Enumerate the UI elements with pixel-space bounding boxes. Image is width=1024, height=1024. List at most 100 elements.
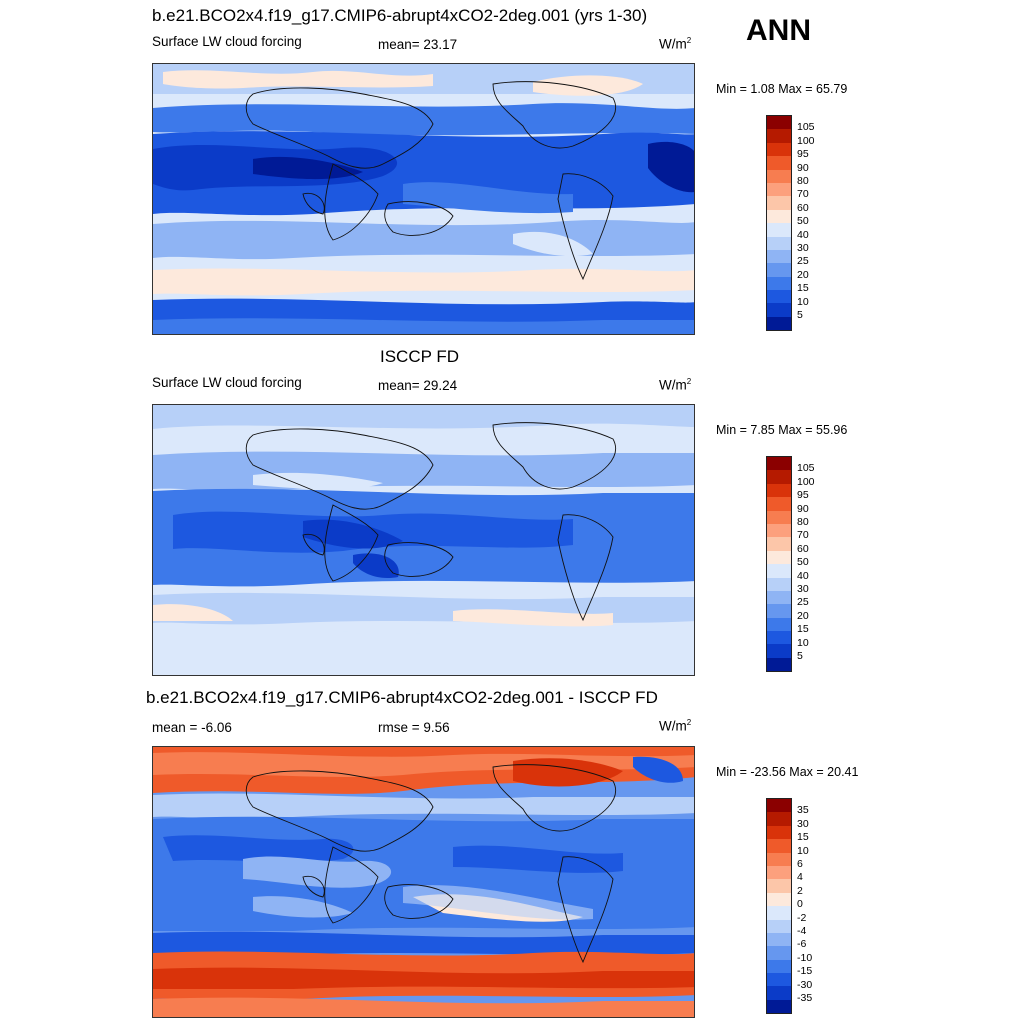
panel-1-map [152,63,695,335]
panel-1-colorbar-swatches [766,115,792,332]
panel-2-map-field [153,405,694,675]
colorbar-swatch [767,865,791,880]
colorbar-swatch [767,457,791,471]
panel-3-title: b.e21.BCO2x4.f19_g17.CMIP6-abrupt4xCO2-2… [146,688,658,707]
colorbar-label: -35 [797,992,813,1004]
panel-3-units: W/m2 [659,718,692,734]
colorbar-swatch [767,644,791,658]
colorbar-swatch [767,129,791,143]
colorbar-label: 10 [797,844,809,857]
colorbar-swatch [767,483,791,498]
colorbar-label: 80 [797,175,809,187]
panel-3-rmse: rmse = 9.56 [378,720,450,735]
colorbar-swatch [767,236,791,250]
colorbar-swatch [767,290,791,304]
colorbar-label: 60 [797,201,809,214]
colorbar-swatch [767,906,791,920]
panel-1-mean: mean= 23.17 [378,37,458,52]
season-label: ANN [746,14,811,47]
colorbar-swatch [767,564,791,578]
colorbar-label: 50 [797,215,809,228]
panel-1-title: b.e21.BCO2x4.f19_g17.CMIP6-abrupt4xCO2-2… [152,6,648,25]
colorbar-swatch [767,631,791,645]
panel-2-map [152,404,695,676]
colorbar-label: 70 [797,188,809,201]
colorbar-swatch [767,156,791,170]
colorbar-label: 30 [797,583,809,595]
colorbar-swatch [767,590,791,605]
colorbar-swatch [767,657,791,672]
panel-3-map-field [153,747,694,1017]
colorbar-label: 15 [797,831,809,844]
colorbar-label: 80 [797,516,809,528]
colorbar-swatch [767,604,791,618]
panel-2-mean: mean= 29.24 [378,378,458,393]
colorbar-label: 40 [797,228,809,241]
colorbar-swatch [767,617,791,632]
colorbar-label: 10 [797,636,809,649]
colorbar-swatch [767,799,791,813]
colorbar-swatch [767,249,791,264]
colorbar-label: -15 [797,965,813,978]
colorbar-label: 0 [797,898,803,911]
colorbar-label: 2 [797,884,803,897]
colorbar-label: 60 [797,542,809,555]
panel-1-variable: Surface LW cloud forcing [152,34,302,49]
panel-3-map [152,746,695,1018]
colorbar-swatch [767,223,791,237]
colorbar-label: 70 [797,529,809,542]
panel-1-units: W/m2 [659,36,692,52]
colorbar-swatch [767,879,791,893]
colorbar-label: 30 [797,242,809,254]
colorbar-label: 95 [797,148,809,161]
colorbar-label: 105 [797,462,815,475]
colorbar-label: 6 [797,858,803,870]
colorbar-swatch [767,303,791,317]
colorbar-swatch [767,946,791,960]
colorbar-swatch [767,959,791,974]
colorbar-swatch [767,209,791,224]
panel-2-title: ISCCP FD [380,347,460,366]
colorbar-swatch [767,919,791,933]
panel-2-minmax: Min = 7.85 Max = 55.96 [716,423,848,437]
colorbar-label: 20 [797,609,809,622]
colorbar-swatch [767,550,791,565]
panel-1-minmax: Min = 1.08 Max = 65.79 [716,82,848,96]
colorbar-swatch [767,523,791,538]
colorbar-label: -4 [797,925,807,937]
colorbar-label: 35 [797,804,809,817]
panel-2-colorbar-swatches [766,456,792,673]
colorbar-label: 90 [797,161,809,174]
colorbar-label: 105 [797,121,815,134]
colorbar-label: -30 [797,978,813,991]
colorbar-label: 90 [797,502,809,515]
colorbar-swatch [767,577,791,591]
panel-3-colorbar-swatches [766,798,792,1015]
panel-2-variable: Surface LW cloud forcing [152,375,302,390]
colorbar-label: 95 [797,489,809,502]
colorbar-label: 40 [797,569,809,582]
colorbar-label: 5 [797,309,803,321]
colorbar-swatch [767,932,791,947]
panel-2-units: W/m2 [659,377,692,393]
colorbar-label: -10 [797,951,813,964]
colorbar-swatch [767,196,791,210]
colorbar-label: 100 [797,134,815,147]
colorbar-swatch [767,510,791,524]
colorbar-label: 5 [797,650,803,662]
colorbar-label: 20 [797,268,809,281]
colorbar-swatch [767,839,791,853]
colorbar-swatch [767,892,791,907]
colorbar-label: 4 [797,871,803,884]
panel-1-map-field [153,64,694,334]
colorbar-swatch [767,142,791,157]
colorbar-swatch [767,316,791,331]
colorbar-swatch [767,986,791,1000]
colorbar-label: 100 [797,475,815,488]
colorbar-swatch [767,116,791,130]
colorbar-swatch [767,999,791,1014]
colorbar-swatch [767,263,791,277]
colorbar-label: 15 [797,282,809,295]
colorbar-swatch [767,852,791,866]
colorbar-label: -2 [797,911,807,924]
